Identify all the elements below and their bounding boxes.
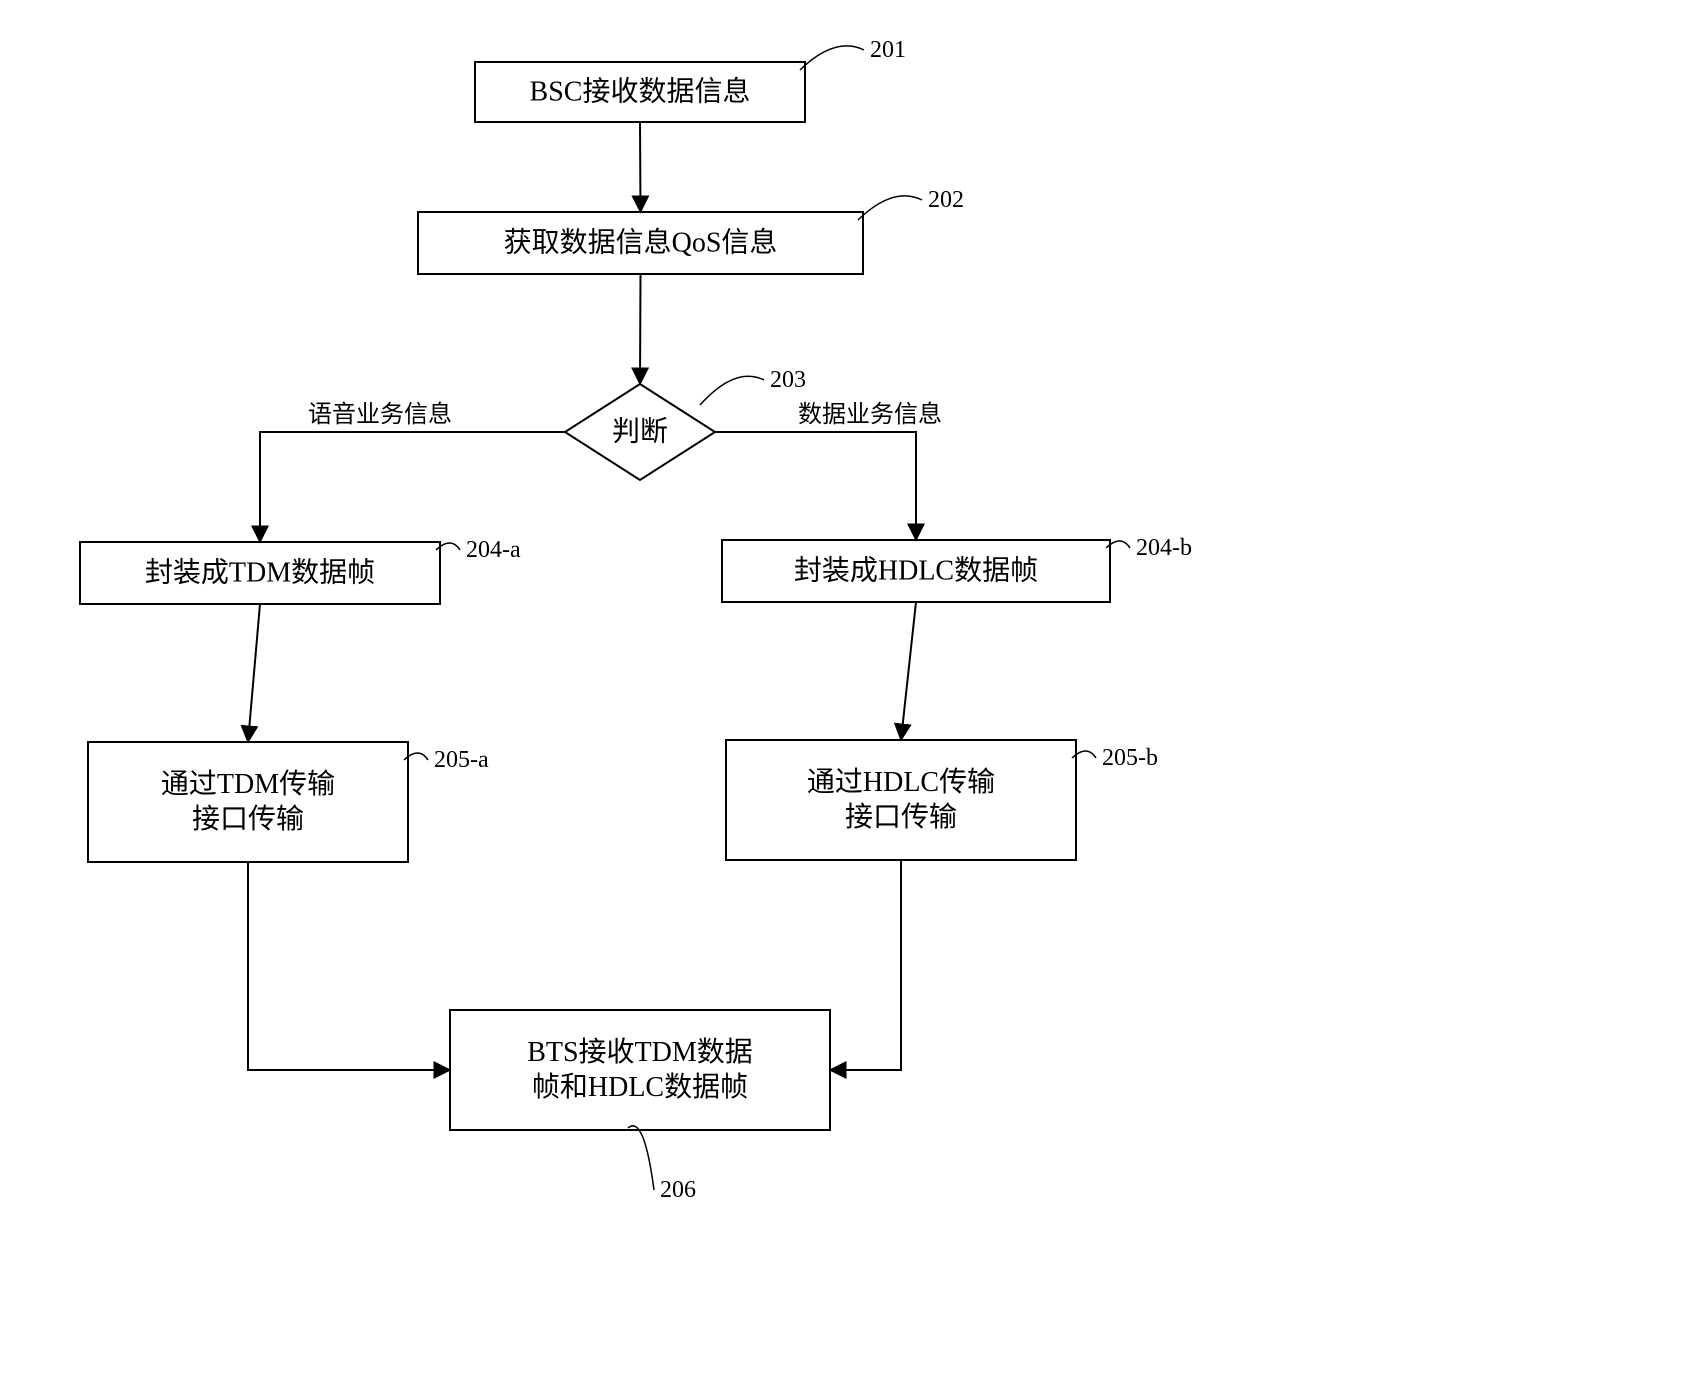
ref-label: 203 <box>770 367 806 393</box>
edge <box>715 432 916 540</box>
edge <box>640 274 641 384</box>
node-n204a: 封装成TDM数据帧 204-a <box>80 537 521 604</box>
node-n205a: 通过TDM传输接口传输 205-a <box>88 742 489 862</box>
branch-label: 数据业务信息 <box>798 401 942 428</box>
node-label: BTS接收TDM数据 <box>527 1036 753 1068</box>
node-n201: BSC接收数据信息 201 <box>475 37 906 122</box>
ref-label: 206 <box>660 1177 696 1203</box>
ref-label: 205-b <box>1102 745 1158 771</box>
edge <box>901 602 916 740</box>
ref-label: 201 <box>870 37 906 63</box>
ref-label: 204-b <box>1136 535 1192 561</box>
edge <box>248 862 450 1070</box>
node-label: 封装成HDLC数据帧 <box>794 555 1038 587</box>
ref-label: 205-a <box>434 747 489 773</box>
node-n203: 判断 203 <box>565 367 806 480</box>
node-n206: BTS接收TDM数据帧和HDLC数据帧 206 <box>450 1010 830 1203</box>
node-label: 帧和HDLC数据帧 <box>532 1071 748 1103</box>
node-label: 接口传输 <box>845 801 957 833</box>
node-n202: 获取数据信息QoS信息 202 <box>418 187 964 274</box>
node-label: BSC接收数据信息 <box>530 76 751 108</box>
node-label: 获取数据信息QoS信息 <box>504 227 778 259</box>
node-label: 通过HDLC传输 <box>807 766 995 798</box>
node-label: 接口传输 <box>192 803 304 835</box>
edge <box>260 432 565 542</box>
node-label: 封装成TDM数据帧 <box>145 557 375 589</box>
node-label: 判断 <box>612 416 668 448</box>
node-n205b: 通过HDLC传输接口传输 205-b <box>726 740 1158 860</box>
node-label: 通过TDM传输 <box>161 768 335 800</box>
branch-label: 语音业务信息 <box>308 401 452 428</box>
node-n204b: 封装成HDLC数据帧 204-b <box>722 535 1192 602</box>
ref-label: 202 <box>928 187 964 213</box>
edge <box>640 122 641 212</box>
edge <box>830 860 901 1070</box>
edge <box>248 604 260 742</box>
ref-label: 204-a <box>466 537 521 563</box>
